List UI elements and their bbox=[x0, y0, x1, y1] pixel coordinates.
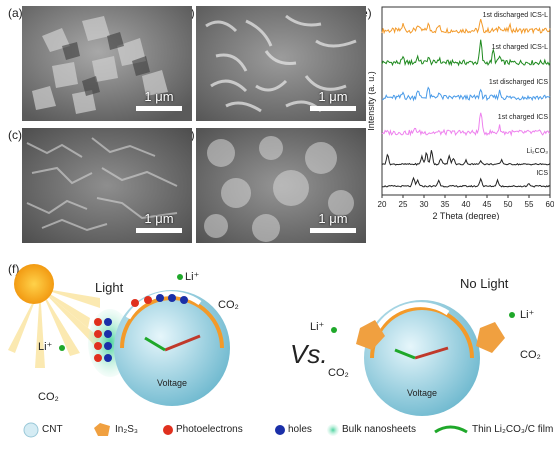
legend-holes: holes bbox=[288, 424, 312, 435]
xrd-series-line bbox=[381, 39, 551, 67]
xrd-series-label: 1st charged ICS bbox=[498, 114, 549, 121]
x-tick-label: 40 bbox=[462, 200, 471, 209]
gauge-needle-red-right bbox=[414, 346, 449, 360]
xrd-frame bbox=[381, 6, 551, 196]
right-voltage-gauge: Voltage bbox=[356, 300, 505, 416]
x-tick-label: 50 bbox=[504, 200, 513, 209]
scale-bar-line-a bbox=[136, 106, 182, 111]
xrd-series-label: 1st charged ICS-L bbox=[492, 44, 549, 51]
left-voltage-label: Voltage bbox=[157, 378, 187, 388]
scale-bar-a: 1 μm bbox=[136, 89, 182, 111]
sun-icon bbox=[8, 264, 100, 368]
li-ion-dot-left bbox=[59, 345, 65, 351]
panel-label-c: (c) bbox=[8, 128, 22, 142]
scale-bar-line-c bbox=[136, 228, 182, 233]
co2-label-left: CO₂ bbox=[38, 391, 59, 403]
cnt-sphere-right bbox=[364, 300, 480, 416]
schematic-drawing: Voltage Voltage Vs. Light No bbox=[8, 264, 541, 438]
li-ion-dot-right-1 bbox=[331, 327, 337, 333]
hole-icon bbox=[275, 425, 285, 435]
scale-bar-line-d bbox=[310, 228, 356, 233]
x-tick-label: 60 bbox=[546, 200, 554, 209]
xrd-series-line bbox=[381, 86, 551, 102]
x-tick-label: 30 bbox=[420, 200, 429, 209]
sem-image-c: 1 μm bbox=[22, 128, 192, 243]
xrd-series-line bbox=[381, 176, 551, 188]
sem-image-b: 1 μm bbox=[196, 6, 366, 121]
x-tick-label: 35 bbox=[441, 200, 450, 209]
sem-image-d: 1 μm bbox=[196, 128, 366, 243]
legend-icons bbox=[23, 422, 468, 438]
scale-bar-label-c: 1 μm bbox=[144, 211, 174, 226]
li-ion-label-right-2: Li⁺ bbox=[520, 309, 535, 321]
xrd-series-line bbox=[381, 18, 551, 35]
panel-label-f: (f) bbox=[8, 262, 20, 276]
xrd-series-label: 1st discharged ICS-L bbox=[483, 12, 548, 19]
cnt-icon bbox=[23, 422, 39, 438]
xrd-plot-area: 20 25 30 35 40 45 50 55 60 2 Theta (degree) Intens… bbox=[368, 6, 554, 220]
sem-texture-b bbox=[196, 6, 366, 121]
li-ion-label-left: Li⁺ bbox=[38, 341, 53, 353]
x-tick-label: 45 bbox=[483, 200, 492, 209]
hole-dots bbox=[104, 294, 188, 362]
in2s3-right bbox=[476, 322, 505, 353]
co2-label-right-2: CO₂ bbox=[520, 349, 541, 361]
sem-texture-d bbox=[196, 128, 366, 243]
xrd-series-label: Li₂CO₃ bbox=[526, 148, 548, 155]
x-tick-label: 20 bbox=[378, 200, 387, 209]
legend-thin-film: Thin Li₂CO₃/C film bbox=[472, 424, 554, 435]
co2-label-top: CO₂ bbox=[218, 299, 239, 311]
sem-texture-a bbox=[22, 6, 192, 121]
light-title: Light bbox=[95, 280, 124, 295]
in2s3-icon bbox=[94, 423, 110, 436]
x-tick-label: 25 bbox=[399, 200, 408, 209]
xrd-series-line bbox=[381, 150, 551, 166]
xrd-series-line bbox=[381, 112, 551, 137]
legend-photoelectrons: Photoelectrons bbox=[176, 424, 243, 435]
legend-bulk-nanosheets: Bulk nanosheets bbox=[342, 424, 416, 435]
legend-in2s3: In₂S₃ bbox=[115, 424, 138, 435]
y-axis-label: Intensity (a. u.) bbox=[368, 71, 376, 131]
scale-bar-label-b: 1 μm bbox=[318, 89, 348, 104]
xrd-series-label: 1st discharged ICS bbox=[489, 79, 548, 86]
li-ion-dot-top bbox=[177, 274, 183, 280]
xrd-chart: 20 25 30 35 40 45 50 55 60 2 Theta (degree) Intens… bbox=[368, 5, 554, 220]
x-tick-label: 55 bbox=[525, 200, 534, 209]
scale-bar-label-a: 1 μm bbox=[144, 89, 174, 104]
left-voltage-gauge: Voltage bbox=[88, 290, 230, 406]
x-axis-label: 2 Theta (degree) bbox=[433, 211, 500, 220]
photoelectron-icon bbox=[163, 425, 173, 435]
legend-cnt: CNT bbox=[42, 424, 63, 435]
bulk-nanosheet-icon bbox=[327, 424, 339, 436]
no-light-title: No Light bbox=[460, 276, 509, 291]
li-ion-label-right-1: Li⁺ bbox=[310, 321, 325, 333]
photoelectron-dots bbox=[94, 296, 152, 362]
scale-bar-line-b bbox=[310, 106, 356, 111]
li-ion-dot-right-2 bbox=[509, 312, 515, 318]
scale-bar-b: 1 μm bbox=[310, 89, 356, 111]
co2-label-right-1: CO₂ bbox=[328, 367, 349, 379]
gauge-needle-green-right bbox=[394, 348, 416, 360]
xrd-series-label: ICS bbox=[536, 170, 548, 177]
in2s3-left-right bbox=[356, 320, 385, 350]
scale-bar-c: 1 μm bbox=[136, 211, 182, 233]
sem-texture-c bbox=[22, 128, 192, 243]
gauge-needle-red bbox=[164, 334, 201, 352]
li-ion-label-top: Li⁺ bbox=[185, 271, 200, 283]
schematic-figure: Voltage Voltage Vs. Light No bbox=[0, 258, 554, 458]
thin-film-icon bbox=[434, 425, 468, 434]
sem-image-a: 1 μm bbox=[22, 6, 192, 121]
scale-bar-label-d: 1 μm bbox=[318, 211, 348, 226]
versus-text: Vs. bbox=[290, 339, 328, 369]
right-voltage-label: Voltage bbox=[407, 388, 437, 398]
panel-label-a: (a) bbox=[8, 6, 23, 20]
gauge-needle-green bbox=[144, 336, 166, 352]
scale-bar-d: 1 μm bbox=[310, 211, 356, 233]
